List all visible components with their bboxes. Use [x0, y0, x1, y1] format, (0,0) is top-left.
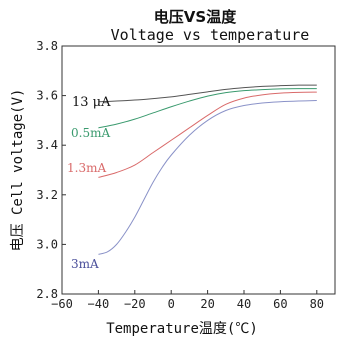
- chart-title: 电压VS温度: [154, 8, 237, 26]
- x-tick-label: 80: [310, 297, 324, 311]
- y-tick-label: 3.6: [36, 89, 58, 103]
- x-axis-ticks: −60 −40 −20 0 20 40 60 80: [51, 290, 324, 311]
- series-line-3: [98, 100, 317, 255]
- y-tick-label: 3.8: [36, 39, 58, 53]
- x-tick-label: 60: [273, 297, 287, 311]
- series-label-13ua: 13 μA: [72, 95, 111, 110]
- y-tick-label: 3.2: [36, 188, 58, 202]
- series-label-1-3ma: 1.3mA: [67, 161, 106, 175]
- x-tick-label: −20: [124, 297, 146, 311]
- series-line-1: [98, 88, 317, 129]
- chart-subtitle: Voltage vs temperature: [111, 26, 310, 44]
- x-tick-label: 40: [237, 297, 251, 311]
- x-tick-label: 0: [168, 297, 175, 311]
- x-tick-label: −40: [88, 297, 110, 311]
- x-tick-label: 20: [200, 297, 214, 311]
- series-label-3ma: 3mA: [71, 257, 99, 271]
- y-tick-label: 3.4: [36, 138, 58, 152]
- x-axis-label: Temperature温度(℃): [106, 321, 258, 337]
- y-axis-label: 电压 Cell voltage(V): [10, 89, 26, 252]
- y-tick-label: 3.0: [36, 237, 58, 251]
- x-tick-label: −60: [51, 297, 73, 311]
- series-lines: [98, 84, 317, 255]
- series-label-0-5ma: 0.5mA: [71, 126, 110, 140]
- series-line-2: [98, 91, 317, 178]
- series-line-0: [98, 84, 317, 103]
- y-axis-ticks: 2.8 3.0 3.2 3.4 3.6 3.8: [36, 39, 66, 301]
- y-tick-label: 2.8: [36, 287, 58, 301]
- plot-area-frame: [61, 45, 336, 295]
